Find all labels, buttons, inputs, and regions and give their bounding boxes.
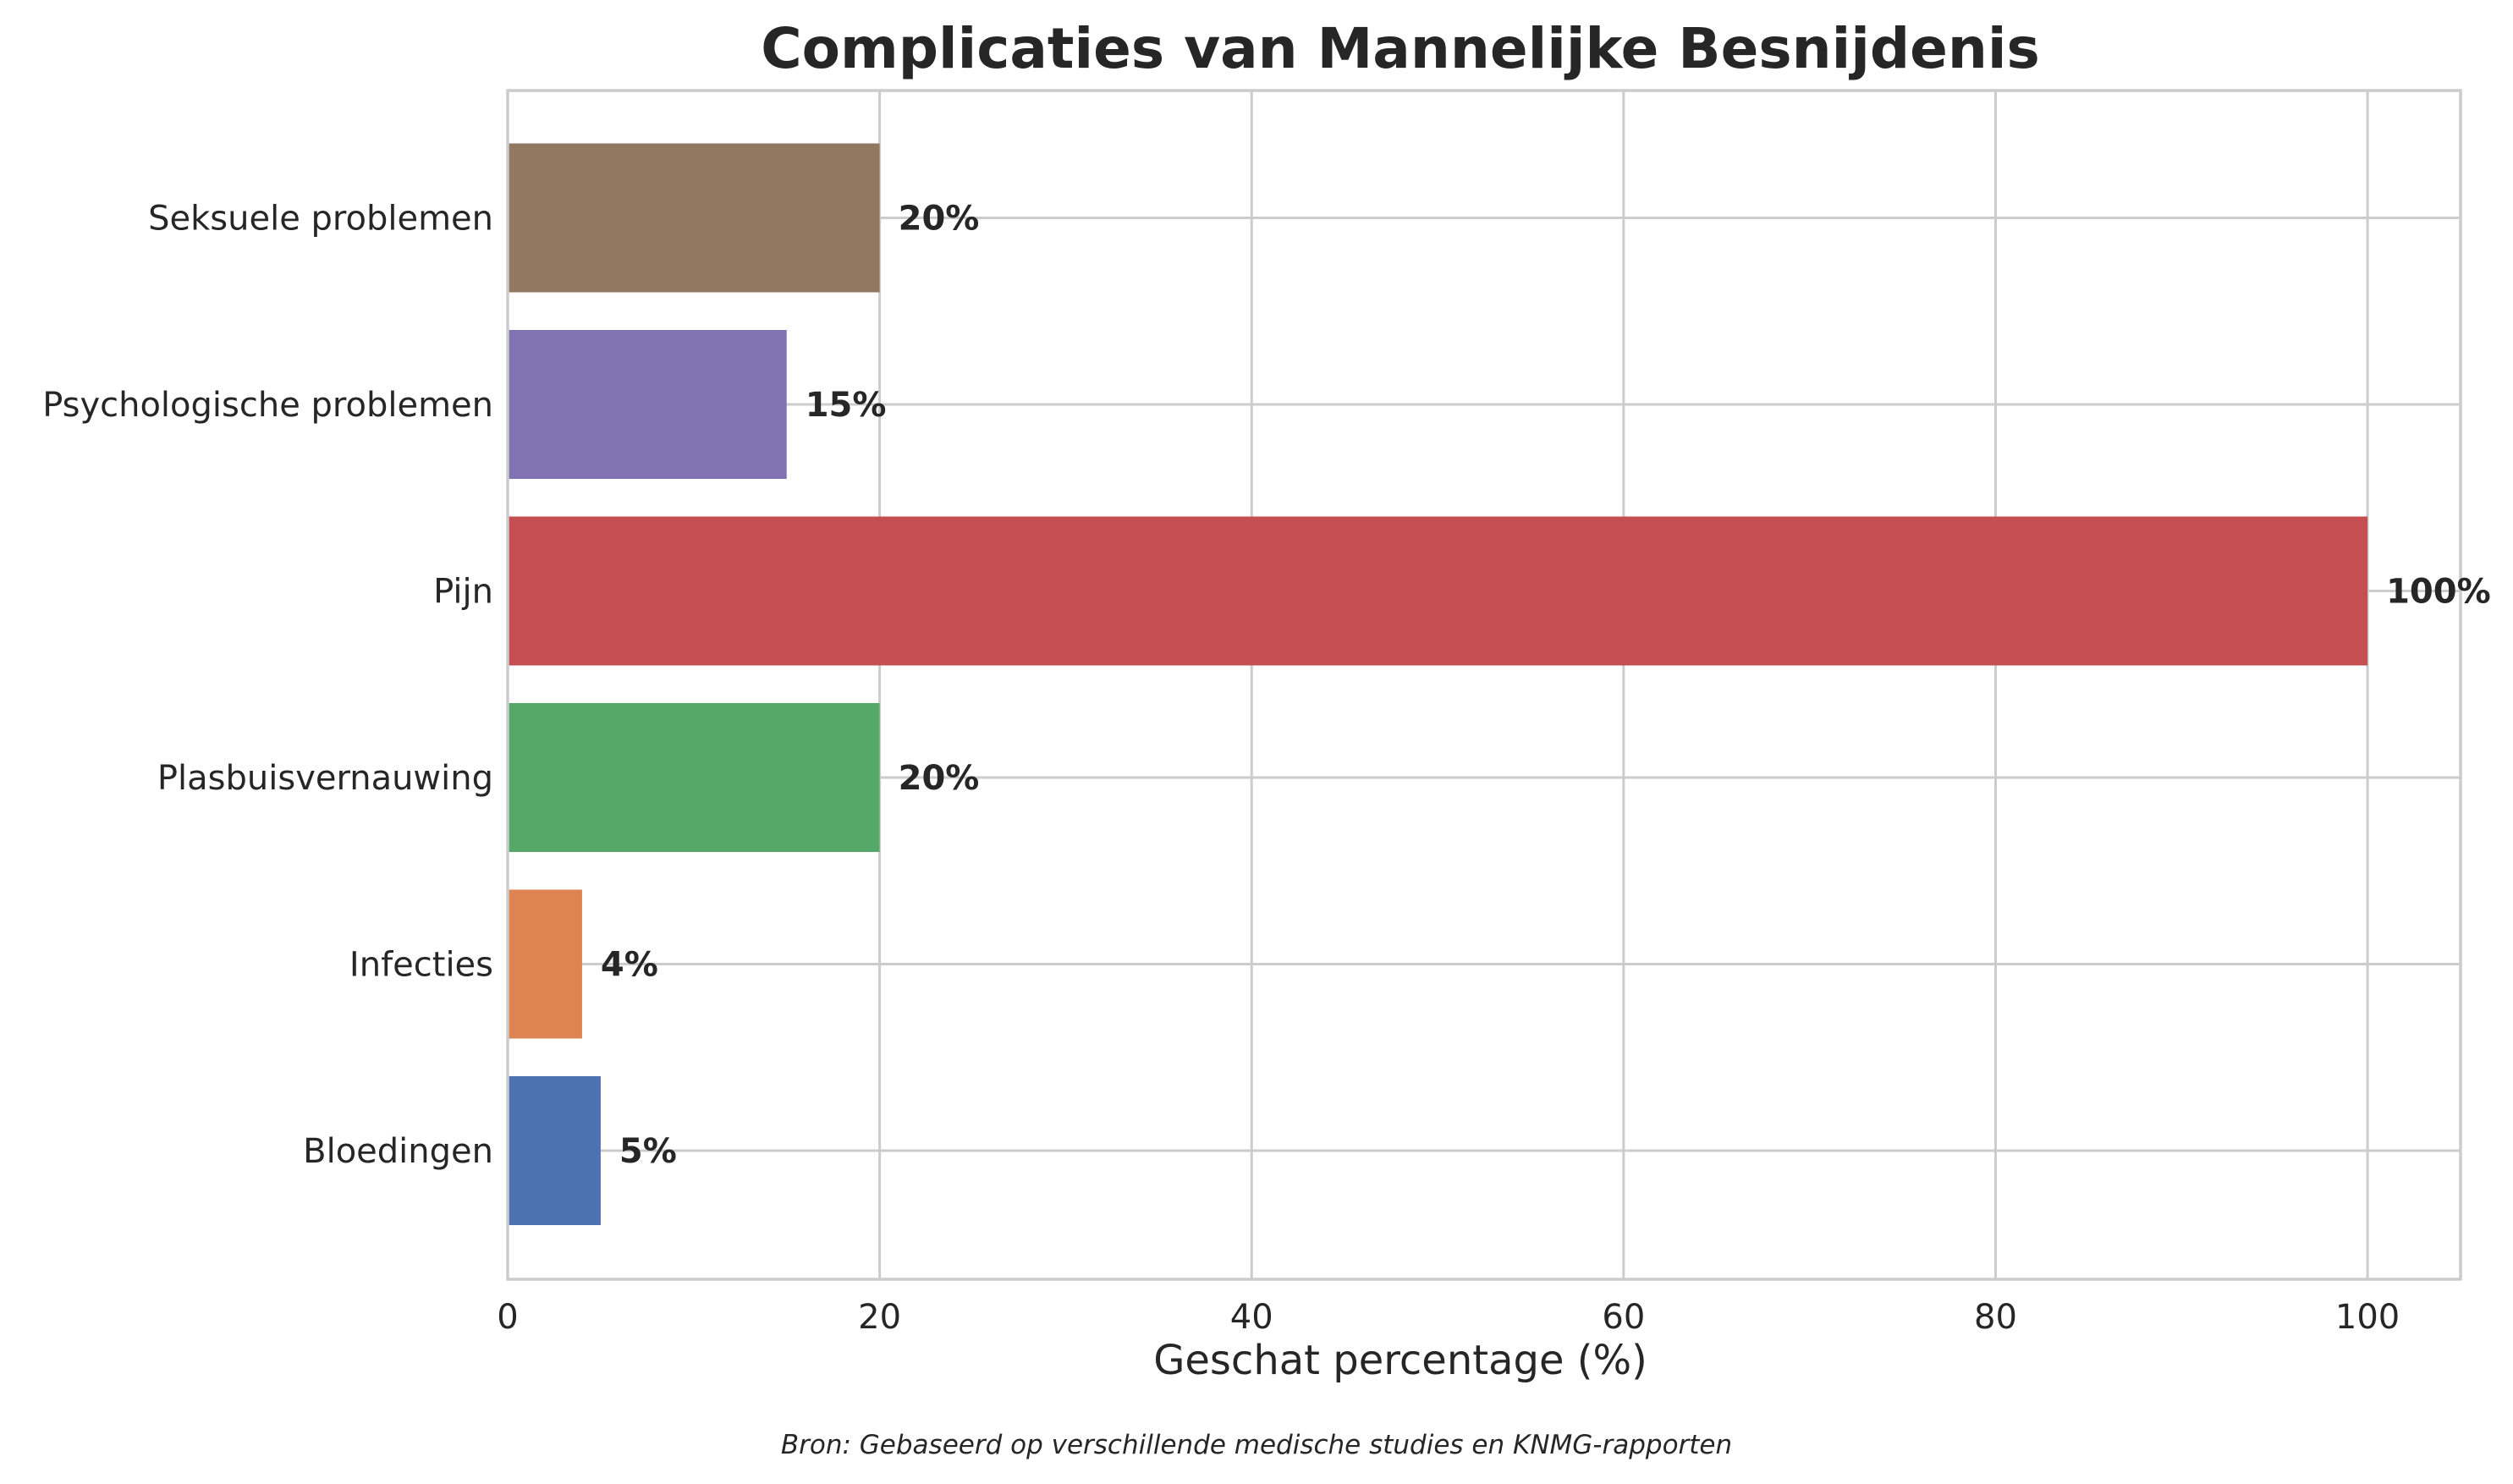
plot-frame <box>506 89 2462 1281</box>
value-label-4: 15% <box>806 386 887 425</box>
value-label-5: 20% <box>899 200 980 239</box>
y-tick-label-1: Infecties <box>349 946 493 985</box>
y-tick-label-3: Pijn <box>433 573 493 612</box>
bar-psychologische-problemen <box>508 330 787 479</box>
y-tick-label-0: Bloedingen <box>303 1132 493 1171</box>
value-label-1: 4% <box>601 946 658 985</box>
y-tick-label-4: Psychologische problemen <box>42 386 493 425</box>
value-label-2: 20% <box>899 759 980 798</box>
x-axis-ticks: 0 20 40 60 80 100 <box>497 1298 2400 1337</box>
y-tick-label-5: Seksuele problemen <box>148 200 493 239</box>
x-tick-label-1: 20 <box>858 1298 901 1337</box>
y-tick-label-2: Plasbuisvernauwing <box>157 759 493 798</box>
bar-bloedingen <box>508 1076 601 1225</box>
bar-infecties <box>508 889 582 1039</box>
x-tick-label-3: 60 <box>1602 1298 1645 1337</box>
x-tick-label-0: 0 <box>497 1298 518 1337</box>
x-axis-label: Geschat percentage (%) <box>1153 1337 1647 1384</box>
x-tick-label-4: 80 <box>1974 1298 2017 1337</box>
bars <box>508 143 2368 1225</box>
value-label-0: 5% <box>619 1132 677 1171</box>
chart-title: Complicaties van Mannelijke Besnijdenis <box>761 16 2040 81</box>
y-axis-ticks: Bloedingen Infecties Plasbuisvernauwing Pij… <box>42 200 493 1172</box>
source-note: Bron: Gebaseerd op verschillende medisch… <box>781 1430 1732 1460</box>
data-labels: 5% 4% 20% 100% 15% 20% <box>601 200 2491 1172</box>
x-tick-label-2: 40 <box>1230 1298 1273 1337</box>
value-label-3: 100% <box>2386 573 2491 612</box>
bar-plasbuisvernauwing <box>508 703 880 852</box>
bar-pijn <box>508 516 2368 666</box>
x-tick-label-5: 100 <box>2335 1298 2400 1337</box>
bar-seksuele-problemen <box>508 143 880 293</box>
